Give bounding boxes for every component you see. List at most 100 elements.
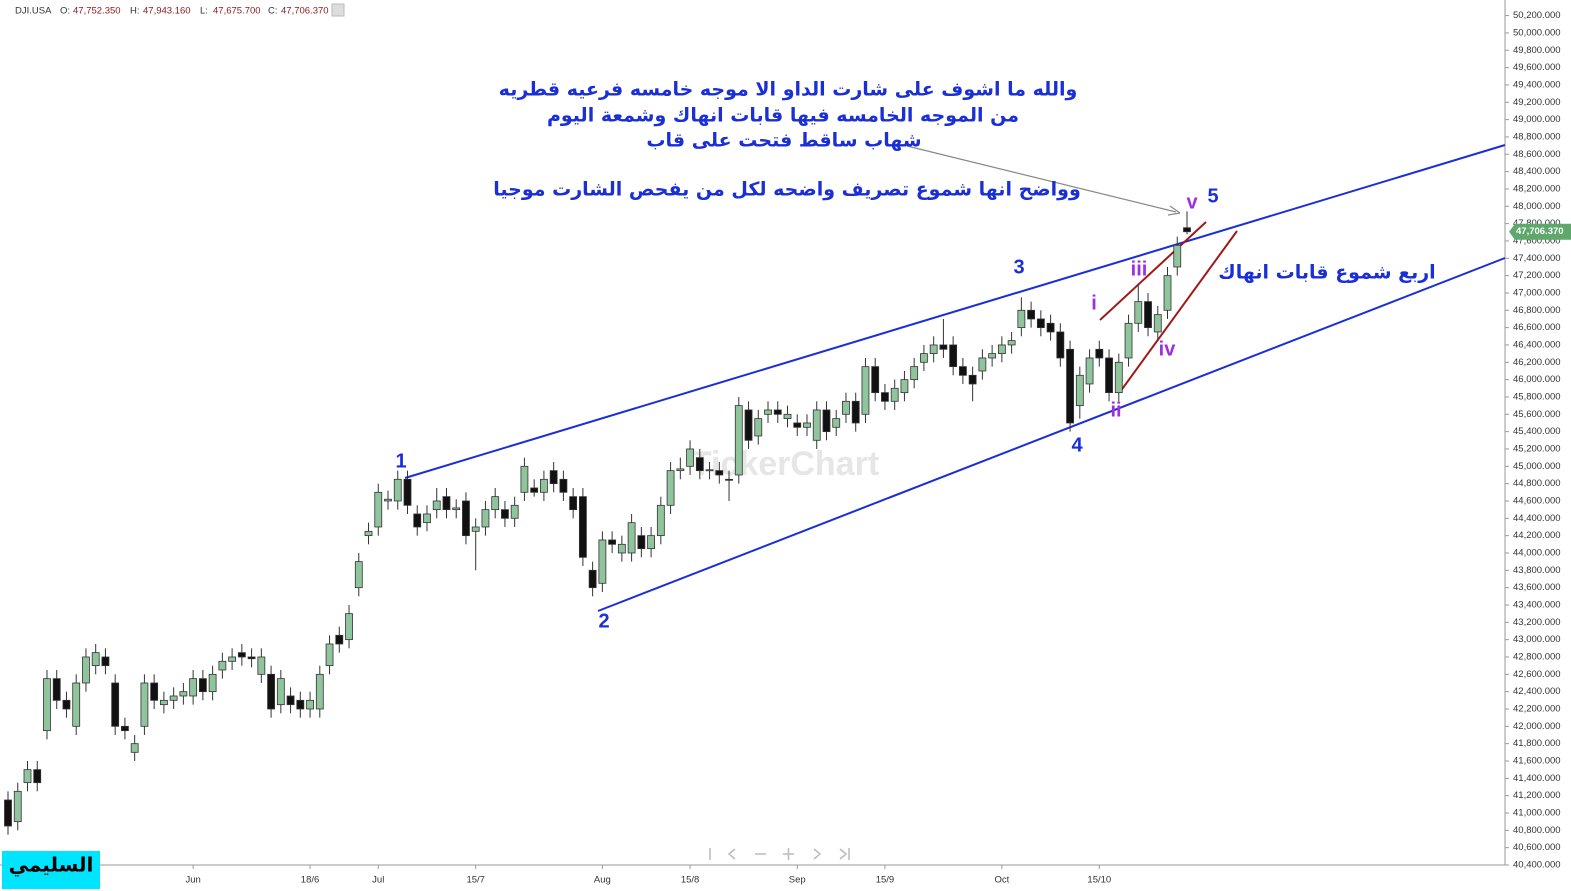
candle-body <box>978 357 987 372</box>
nav-icons[interactable] <box>709 848 850 860</box>
candle-body <box>442 496 451 511</box>
channel-lower <box>597 257 1506 612</box>
candle-body <box>403 478 412 506</box>
y-tick-label: 41,000.000 <box>1513 808 1561 819</box>
arrow-line <box>906 145 1177 213</box>
channel-upper <box>404 144 1506 479</box>
drawings <box>404 144 1506 612</box>
y-tick-label: 41,200.000 <box>1513 790 1561 801</box>
candle-body <box>871 366 880 394</box>
candle-body <box>559 478 568 493</box>
candle-body <box>949 344 958 368</box>
header-key: O: <box>60 6 70 17</box>
candle-body <box>803 422 811 428</box>
y-tick-label: 49,200.000 <box>1513 97 1561 108</box>
y-tick-label: 44,600.000 <box>1513 495 1561 506</box>
y-tick-label: 45,600.000 <box>1513 409 1561 420</box>
y-tick-label: 45,400.000 <box>1513 426 1561 437</box>
candle-body <box>627 522 636 554</box>
candle-body <box>218 660 227 671</box>
y-tick-label: 50,200.000 <box>1513 10 1561 21</box>
candle-body <box>82 656 90 684</box>
y-tick-label: 47,400.000 <box>1513 253 1561 264</box>
candle-body <box>286 695 295 706</box>
candle-body <box>598 539 607 584</box>
y-tick-label: 47,000.000 <box>1513 287 1561 298</box>
candle-body <box>812 409 821 441</box>
y-tick-label: 42,000.000 <box>1513 721 1561 732</box>
y-tick-label: 43,200.000 <box>1513 617 1561 628</box>
y-tick-label: 46,600.000 <box>1513 322 1561 333</box>
header-value: 47,706.370 <box>281 6 329 17</box>
y-tick-label: 44,200.000 <box>1513 530 1561 541</box>
annotation: اربع شموع قابات انهاك <box>1218 262 1435 284</box>
candle-body <box>374 491 383 528</box>
candle-body <box>851 400 860 424</box>
candle-body <box>1173 244 1182 268</box>
wedge-upper <box>1099 221 1207 321</box>
candle-body <box>715 470 724 476</box>
candle-body <box>4 799 12 827</box>
candle-body <box>832 418 841 428</box>
candles <box>4 211 1191 835</box>
candle-body <box>33 769 42 784</box>
candle-body <box>958 366 967 376</box>
y-tick-label: 47,600.000 <box>1513 235 1561 246</box>
candle-body <box>1027 309 1035 320</box>
last-price-box <box>1509 223 1571 240</box>
candle-body <box>72 682 81 727</box>
candle-body <box>686 448 694 467</box>
candle-body <box>695 457 704 472</box>
y-tick-label: 47,800.000 <box>1513 218 1561 229</box>
candle-body <box>608 539 617 545</box>
candle-body <box>1095 348 1104 359</box>
x-tick-label: Sep <box>789 875 806 886</box>
watermark: TickerChart <box>691 445 879 483</box>
candle-body <box>588 569 597 589</box>
candle-body <box>773 409 782 415</box>
candle-body <box>1114 361 1123 394</box>
candle-body <box>656 504 665 537</box>
candle-body <box>666 470 675 506</box>
x-tick-label: 18/6 <box>301 875 320 886</box>
candle-body <box>354 561 363 589</box>
candle-body <box>150 682 159 701</box>
candle-body <box>198 678 207 693</box>
header-key: C: <box>268 6 278 17</box>
candle-body <box>1075 374 1084 407</box>
nav-controls[interactable] <box>709 848 850 860</box>
y-tick-label: 48,800.000 <box>1513 131 1561 142</box>
candle-body <box>179 691 188 697</box>
candle-body <box>1134 301 1143 324</box>
y-tick-label: 46,000.000 <box>1513 374 1561 385</box>
candle-body <box>549 470 558 485</box>
candle-body <box>432 500 441 511</box>
header-value: 47,752.350 <box>73 6 121 17</box>
last-price-label: 47,706.370 <box>1516 226 1564 237</box>
candle-body <box>939 344 948 350</box>
candle-body <box>744 409 753 441</box>
candle-body <box>121 725 129 732</box>
y-tick-label: 45,200.000 <box>1513 443 1561 454</box>
wave-label: 2 <box>598 610 609 632</box>
y-tick-label: 43,800.000 <box>1513 565 1561 576</box>
y-tick-label: 44,400.000 <box>1513 513 1561 524</box>
candle-body <box>471 526 480 532</box>
candle-body <box>315 673 324 710</box>
y-tick-label: 45,000.000 <box>1513 461 1561 472</box>
y-tick-label: 40,800.000 <box>1513 825 1561 836</box>
header-value: 47,943.160 <box>143 6 191 17</box>
candle-body <box>1007 340 1016 346</box>
candle-body <box>569 496 578 511</box>
wedge-lower <box>1119 230 1238 393</box>
y-tick-label: 46,200.000 <box>1513 357 1561 368</box>
sub-wave-label: i <box>1091 292 1097 314</box>
y-tick-label: 44,000.000 <box>1513 547 1561 558</box>
candle-body <box>189 678 198 697</box>
y-tick-label: 46,400.000 <box>1513 339 1561 350</box>
candle-body <box>637 535 646 550</box>
candle-body <box>325 643 334 667</box>
signature-box <box>2 851 100 889</box>
candle-body <box>335 634 344 645</box>
